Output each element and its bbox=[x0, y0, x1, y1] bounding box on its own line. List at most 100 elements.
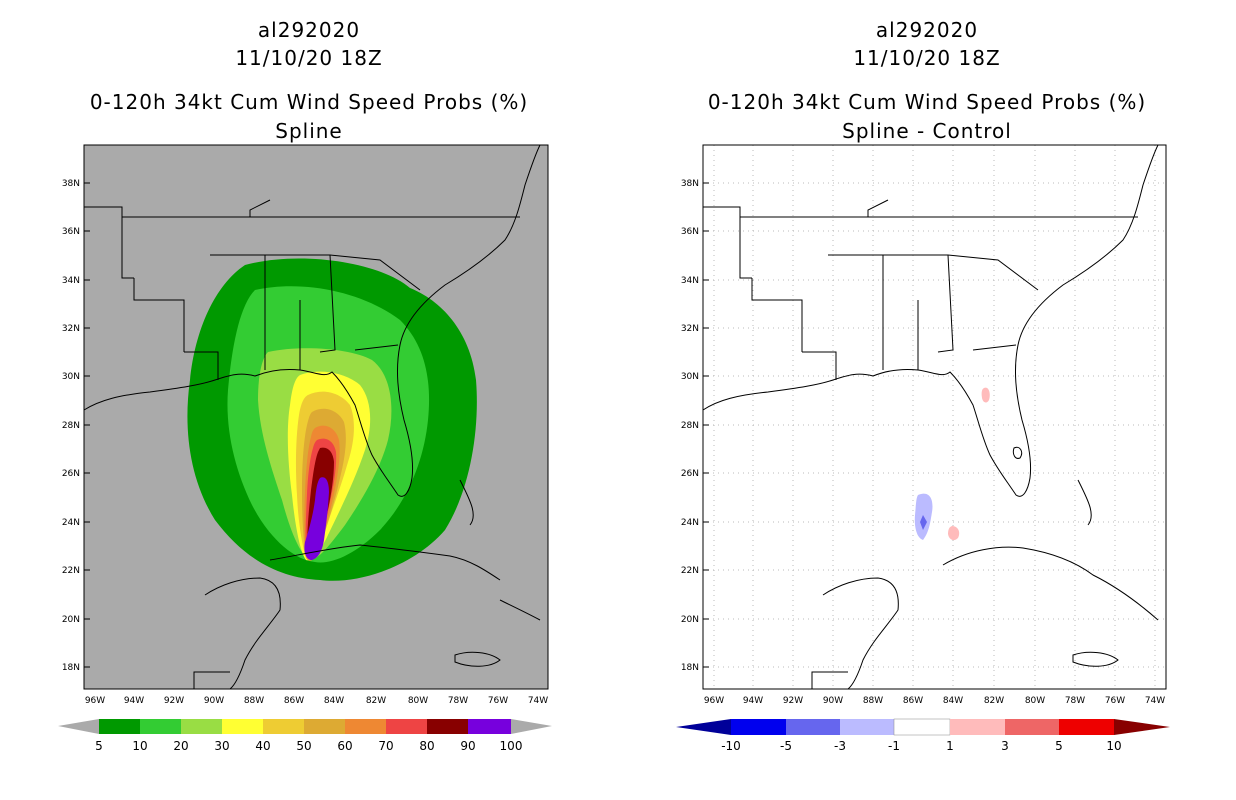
right-map-panel: al292020 11/10/20 18Z 0-120h 34kt Cum Wi… bbox=[618, 0, 1236, 800]
lat-label: 22N bbox=[62, 566, 80, 576]
colorbar-swatch bbox=[263, 719, 304, 734]
colorbar-swatch bbox=[950, 719, 1005, 735]
colorbar-label: 50 bbox=[296, 739, 311, 753]
left-probability-contours bbox=[187, 258, 477, 581]
left-product-title: 0-120h 34kt Cum Wind Speed Probs (%) bbox=[89, 90, 529, 114]
colorbar-swatch bbox=[893, 718, 951, 736]
right-map-background bbox=[703, 145, 1166, 689]
right-difference-contours bbox=[914, 387, 990, 541]
lon-label: 80W bbox=[1025, 696, 1045, 706]
colorbar-swatch bbox=[840, 719, 894, 735]
lon-label: 78W bbox=[448, 696, 468, 706]
colorbar-label: -3 bbox=[834, 739, 846, 753]
lat-label: 32N bbox=[62, 324, 80, 334]
colorbar-low-arrow bbox=[58, 719, 99, 734]
colorbar-label: 5 bbox=[95, 739, 103, 753]
lon-label: 88W bbox=[244, 696, 264, 706]
colorbar-label: 30 bbox=[214, 739, 229, 753]
left-storm-id: al292020 bbox=[257, 18, 361, 42]
lon-label: 92W bbox=[164, 696, 184, 706]
lon-label: 84W bbox=[324, 696, 344, 706]
left-colorbar-labels: 5 10 20 30 40 50 60 70 80 90 100 bbox=[95, 739, 522, 753]
lon-label: 82W bbox=[366, 696, 386, 706]
lon-label: 80W bbox=[408, 696, 428, 706]
colorbar-swatch bbox=[427, 719, 468, 734]
lat-label: 34N bbox=[62, 276, 80, 286]
colorbar-label: 40 bbox=[255, 739, 270, 753]
lat-label: 18N bbox=[62, 663, 80, 673]
lon-label: 90W bbox=[823, 696, 843, 706]
lat-label: 34N bbox=[681, 276, 699, 286]
lon-label: 96W bbox=[704, 696, 724, 706]
lat-label: 38N bbox=[681, 179, 699, 189]
lon-label: 92W bbox=[783, 696, 803, 706]
lon-label: 94W bbox=[743, 696, 763, 706]
lat-label: 24N bbox=[681, 518, 699, 528]
lon-label: 76W bbox=[488, 696, 508, 706]
lon-label: 82W bbox=[984, 696, 1004, 706]
right-subtitle: Spline - Control bbox=[842, 119, 1012, 143]
left-map-svg: 38N 36N 34N 32N 30N 28N 26N 24N 22N 20N … bbox=[58, 144, 552, 753]
left-lat-labels: 38N 36N 34N 32N 30N 28N 26N 24N 22N 20N … bbox=[62, 179, 80, 673]
colorbar-swatch bbox=[468, 719, 511, 734]
lat-label: 18N bbox=[681, 663, 699, 673]
right-colorbar-labels: -10 -5 -3 -1 1 3 5 10 bbox=[721, 739, 1121, 753]
colorbar-high-arrow bbox=[511, 719, 552, 734]
colorbar-swatch bbox=[386, 719, 427, 734]
colorbar-swatch bbox=[1005, 719, 1059, 735]
right-colorbar bbox=[676, 718, 1170, 736]
left-datetime: 11/10/20 18Z bbox=[235, 46, 383, 70]
colorbar-label: -10 bbox=[721, 739, 741, 753]
colorbar-label: 20 bbox=[173, 739, 188, 753]
colorbar-swatch bbox=[181, 719, 222, 734]
colorbar-swatch bbox=[140, 719, 181, 734]
right-datetime: 11/10/20 18Z bbox=[853, 46, 1001, 70]
lon-label: 94W bbox=[124, 696, 144, 706]
lat-label: 28N bbox=[681, 421, 699, 431]
colorbar-label: -1 bbox=[888, 739, 900, 753]
left-colorbar bbox=[58, 719, 552, 734]
right-lon-labels: 96W 94W 92W 90W 88W 86W 84W 82W 80W 78W … bbox=[704, 696, 1165, 706]
contour-neg3 bbox=[920, 515, 927, 530]
right-map-frame bbox=[702, 144, 1167, 690]
colorbar-label: 100 bbox=[500, 739, 523, 753]
colorbar-swatch bbox=[345, 719, 386, 734]
colorbar-label: 80 bbox=[419, 739, 434, 753]
colorbar-label: 3 bbox=[1001, 739, 1009, 753]
lon-label: 96W bbox=[85, 696, 105, 706]
lat-label: 24N bbox=[62, 518, 80, 528]
contour-pos1b bbox=[981, 387, 990, 403]
colorbar-swatch bbox=[731, 719, 786, 735]
right-lat-labels: 38N 36N 34N 32N 30N 28N 26N 24N 22N 20N … bbox=[681, 179, 699, 673]
right-lat-ticks bbox=[703, 182, 709, 668]
right-grid bbox=[703, 145, 1166, 689]
colorbar-low-arrow bbox=[676, 719, 731, 735]
lat-label: 26N bbox=[62, 469, 80, 479]
colorbar-label: -5 bbox=[780, 739, 792, 753]
left-lat-ticks bbox=[84, 182, 90, 668]
colorbar-label: 60 bbox=[337, 739, 352, 753]
lon-label: 74W bbox=[1145, 696, 1165, 706]
contour-pos1a bbox=[948, 526, 960, 541]
left-subtitle: Spline bbox=[275, 119, 343, 143]
lon-label: 74W bbox=[528, 696, 548, 706]
lat-label: 22N bbox=[681, 566, 699, 576]
lon-label: 88W bbox=[863, 696, 883, 706]
lat-label: 20N bbox=[681, 615, 699, 625]
lon-label: 78W bbox=[1065, 696, 1085, 706]
colorbar-swatch bbox=[99, 719, 140, 734]
colorbar-swatch bbox=[786, 719, 840, 735]
colorbar-label: 10 bbox=[132, 739, 147, 753]
colorbar-label: 10 bbox=[1106, 739, 1121, 753]
lat-label: 30N bbox=[62, 372, 80, 382]
colorbar-label: 90 bbox=[460, 739, 475, 753]
colorbar-label: 5 bbox=[1055, 739, 1063, 753]
lon-label: 86W bbox=[284, 696, 304, 706]
lat-label: 32N bbox=[681, 324, 699, 334]
lat-label: 38N bbox=[62, 179, 80, 189]
colorbar-swatch bbox=[304, 719, 345, 734]
lat-label: 30N bbox=[681, 372, 699, 382]
lon-label: 84W bbox=[943, 696, 963, 706]
right-storm-id: al292020 bbox=[875, 18, 979, 42]
lat-label: 28N bbox=[62, 421, 80, 431]
